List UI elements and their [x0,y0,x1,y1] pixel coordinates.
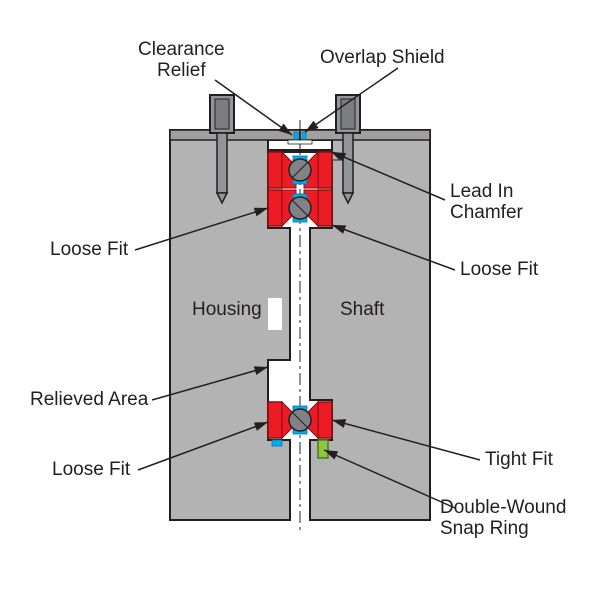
label-lead-in-chamfer: Lead In Chamfer [450,182,523,224]
upper-bearing-2 [268,190,332,226]
label-overlap-shield: Overlap Shield [320,48,445,69]
label-tight-fit: Tight Fit [485,450,553,471]
snap-ring [318,440,328,458]
label-clearance-relief: Clearance Relief [138,40,225,82]
label-loose-fit-ll: Loose Fit [52,460,130,481]
label-shaft: Shaft [340,300,384,321]
lower-bearing [268,402,332,438]
label-loose-fit-ul: Loose Fit [50,240,128,261]
label-snap-ring: Double-Wound Snap Ring [440,498,566,540]
label-housing: Housing [192,300,262,321]
label-loose-fit-ur: Loose Fit [460,260,538,281]
label-relieved-area: Relieved Area [30,390,148,411]
upper-bearing-1 [268,152,332,188]
